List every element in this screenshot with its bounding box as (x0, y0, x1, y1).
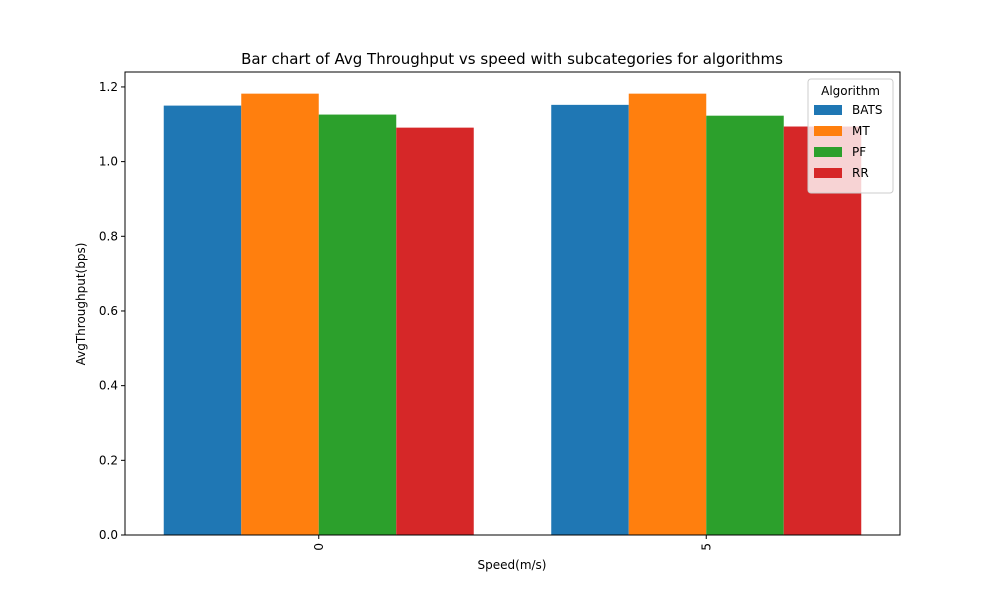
legend-swatch-mt (814, 126, 842, 136)
bar-mt-0 (241, 93, 319, 536)
bar-rr-0 (396, 127, 474, 535)
bar-rr-5 (783, 126, 862, 535)
legend-label-pf: PF (852, 145, 866, 159)
y-tick-label: 0.4 (99, 379, 118, 393)
y-tick-label: 0.8 (99, 229, 118, 243)
legend: Algorithm BATS MT PF RR (807, 78, 894, 194)
y-tick-label: 1.2 (99, 80, 118, 94)
chart-title: Bar chart of Avg Throughput vs speed wit… (241, 50, 783, 68)
legend-label-bats: BATS (852, 103, 882, 117)
bar-bats-5 (551, 104, 629, 535)
bar-pf-0 (318, 114, 397, 535)
bar-pf-5 (706, 115, 784, 536)
legend-swatch-bats (814, 105, 842, 115)
legend-label-mt: MT (852, 124, 870, 138)
legend-title: Algorithm (821, 84, 880, 98)
y-axis-label: AvgThroughput(bps) (74, 243, 88, 366)
plot-frame (124, 71, 901, 536)
x-tick-label: 5 (699, 543, 713, 551)
y-tick-label: 0.6 (99, 304, 118, 318)
legend-label-rr: RR (852, 166, 869, 180)
x-axis-label: Speed(m/s) (478, 558, 547, 572)
bar-bats-0 (163, 105, 242, 536)
y-tick-label: 1.0 (99, 155, 118, 169)
x-tick-label: 0 (312, 543, 326, 551)
y-tick-label: 0.0 (99, 528, 118, 542)
bar-mt-5 (628, 93, 707, 536)
y-axis: 0.0 0.2 0.4 0.6 0.8 1.0 1.2 (99, 80, 125, 542)
bars-group (163, 93, 862, 536)
legend-swatch-rr (814, 168, 842, 178)
legend-swatch-pf (814, 147, 842, 157)
y-tick-label: 0.2 (99, 453, 118, 467)
